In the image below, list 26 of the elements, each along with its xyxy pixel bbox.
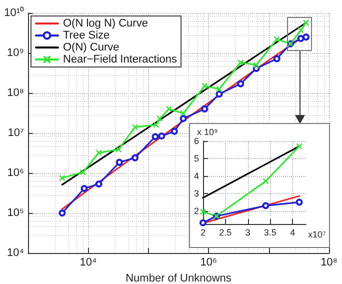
x-tick-label: 3.5 — [264, 228, 276, 238]
y-tick-label: 6 — [194, 136, 199, 146]
y-tick-label: 10⁷ — [8, 127, 24, 139]
legend-label: O(N log N) Curve — [63, 18, 148, 30]
y-tick-label: 10⁹ — [7, 47, 24, 59]
y-tick-label: 4 — [194, 170, 199, 181]
x-tick-label: 4 — [290, 228, 296, 238]
y-axis-title: x 10⁹ — [197, 127, 218, 138]
y-tick-label: 5 — [194, 153, 199, 164]
legend-label: O(N) Curve — [63, 42, 120, 54]
legend-label: Near−Field Interactions — [63, 54, 178, 66]
legend-label: Tree Size — [63, 30, 110, 42]
x-tick-label: 2 — [200, 228, 206, 238]
x-tick-label: 2.5 — [219, 228, 232, 238]
x-axis-title: Number of Unknowns — [126, 272, 232, 284]
x-axis-title: x10⁷ — [308, 230, 326, 240]
y-tick-label: 10⁵ — [7, 207, 24, 219]
y-tick-label: 3 — [194, 188, 199, 198]
x-tick-label: 3 — [245, 228, 250, 238]
x-tick-label: 10⁸ — [320, 256, 338, 268]
y-tick-label: 10⁸ — [7, 87, 24, 99]
y-tick-label: 10⁴ — [7, 247, 24, 259]
y-tick-label: 2 — [194, 206, 199, 216]
y-tick-label: 10¹⁰ — [4, 6, 24, 19]
y-tick-label: 10⁶ — [7, 167, 24, 179]
x-tick-label: 10⁴ — [80, 256, 97, 268]
